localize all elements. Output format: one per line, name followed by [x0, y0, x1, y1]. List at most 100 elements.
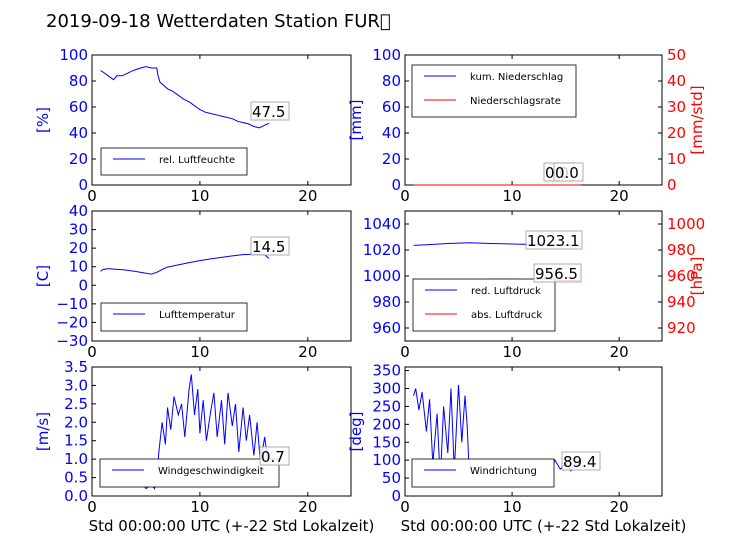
y-tick-label: 100: [372, 451, 401, 469]
y2-tick-label: 960: [667, 267, 696, 285]
y-tick-label: 10: [69, 258, 88, 276]
y-tick-label: 0: [78, 176, 88, 194]
x-tick-label: 0: [400, 187, 410, 205]
legend-label: Niederschlagsrate: [470, 96, 561, 107]
legend-label: Lufttemperatur: [159, 310, 236, 321]
value-label-box: [250, 101, 290, 121]
y-tick-label: 30: [69, 221, 88, 239]
y-tick-label: 40: [382, 124, 401, 142]
y-tick-label: 0: [391, 176, 401, 194]
panel-temperature: 0 10 20−30−20−10010203040[C]Lufttemperatur…: [34, 202, 352, 361]
y-tick-label: 80: [69, 72, 88, 90]
y-tick-label: 2.5: [64, 395, 88, 413]
panel-precipitation: 0 10 20 0 20 40 60 80 100 0 10 20 30 40 50 [mm] [mm/std]…: [347, 46, 706, 205]
value-label: 14.5: [252, 238, 285, 256]
legend-label: red. Luftdruck: [471, 286, 541, 297]
x-tick-label: 20: [298, 498, 317, 516]
legend-label: kum. Niederschlag: [470, 72, 563, 83]
y-tick-label: 0: [78, 276, 88, 294]
y-tick-label: 200: [372, 415, 401, 433]
value-label-box: [250, 236, 290, 256]
legend-box: [411, 64, 577, 118]
legend-label: rel. Luftfeuchte: [159, 155, 235, 166]
legend-label: Windgeschwindigkeit: [158, 466, 264, 477]
y-tick-label: 3.0: [64, 376, 88, 394]
y-axis-label: [m/s]: [34, 412, 52, 451]
y-tick-label: 20: [69, 150, 88, 168]
panel-pressure: 0 10 209609801000102010409209409609801000[…: [363, 210, 706, 361]
y2-axis-label: [hPa]: [688, 257, 706, 296]
y-tick-label: 980: [372, 293, 401, 311]
y-tick-label: 0: [391, 487, 401, 505]
value-label-box: [561, 451, 601, 471]
y-tick-label: 0.5: [64, 469, 88, 487]
legend-label: abs. Luftdruck: [471, 310, 542, 321]
y2-tick-label: 980: [667, 241, 696, 259]
y-tick-label: 100: [59, 46, 88, 64]
y-tick-label: 40: [69, 202, 88, 220]
x-tick-label: 20: [610, 498, 629, 516]
x-tick-label: 10: [190, 498, 209, 516]
x-tick-label: 0: [400, 498, 410, 516]
plot-frame: [91, 54, 352, 186]
x-axis-label: Std 00:00:00 UTC (+-22 Std Lokalzeit): [401, 517, 687, 535]
y-tick-label: 1020: [363, 241, 401, 259]
x-tick-label: 10: [503, 187, 522, 205]
value-label: 956.5: [535, 265, 578, 283]
y2-tick-label: 920: [667, 319, 696, 337]
x-tick-label: 0: [87, 187, 97, 205]
y-tick-label: −20: [56, 313, 88, 331]
x-tick-label: 20: [298, 187, 317, 205]
y-tick-label: 100: [372, 46, 401, 64]
y-tick-label: 2.0: [64, 413, 88, 431]
y-tick-label: 3.5: [64, 358, 88, 376]
x-axis-label: Std 00:00:00 UTC (+-22 Std Lokalzeit): [89, 517, 375, 535]
y-tick-label: 60: [382, 98, 401, 116]
y2-tick-label: 10: [667, 150, 686, 168]
y2-tick-label: 30: [667, 98, 686, 116]
y-tick-label: 20: [69, 239, 88, 257]
x-tick-label: 10: [190, 187, 209, 205]
value-label-box: [533, 263, 582, 283]
series-line: [100, 66, 270, 129]
y-tick-label: 350: [372, 362, 401, 380]
x-tick-label: 10: [503, 343, 522, 361]
legend-box: [100, 147, 248, 176]
value-label: 0.0: [555, 164, 579, 182]
panel-humidity: 0 10 20 0 20 40 60 80 100 [%] rel. Luftfeuchte 47.5: [34, 46, 352, 205]
y2-tick-label: 940: [667, 293, 696, 311]
y2-tick-label: 20: [667, 124, 686, 142]
y-tick-label: 60: [69, 98, 88, 116]
legend-label: Windrichtung: [470, 466, 537, 477]
y2-tick-label: 1000: [667, 215, 705, 233]
y-tick-label: −10: [56, 295, 88, 313]
panel-wind_speed: 0 10 20 0.00.51.01.52.02.53.03.5 [m/s] Windge…: [34, 358, 374, 535]
y-tick-label: 150: [372, 433, 401, 451]
y-tick-label: 0.0: [64, 487, 88, 505]
y-tick-label: 1.5: [64, 432, 88, 450]
y-axis-label: [%]: [34, 107, 52, 133]
y-tick-label: −30: [56, 332, 88, 350]
y-tick-label: 1.0: [64, 450, 88, 468]
plot-frame: [404, 366, 663, 497]
y-tick-label: 20: [382, 150, 401, 168]
x-tick-label: 0: [87, 343, 97, 361]
y-tick-label: 50: [382, 469, 401, 487]
y-tick-label: 40: [69, 124, 88, 142]
value-label: 89.4: [563, 453, 596, 471]
legend-box: [100, 302, 248, 332]
plot-frame: [91, 210, 352, 342]
x-tick-label: 20: [298, 343, 317, 361]
y2-axis-label: [mm/std]: [688, 85, 706, 154]
y-tick-label: 1040: [363, 215, 401, 233]
y2-tick-label: 50: [667, 46, 686, 64]
y-tick-label: 960: [372, 319, 401, 337]
x-tick-label: 20: [610, 187, 629, 205]
y-axis-label: [mm]: [347, 100, 365, 141]
value-label: 47.5: [252, 103, 285, 121]
panel-wind_direction: 0 10 20050100150200250300350[deg]Windricht…: [347, 362, 686, 535]
x-tick-label: 0: [87, 498, 97, 516]
y-axis-label: [deg]: [347, 412, 365, 452]
